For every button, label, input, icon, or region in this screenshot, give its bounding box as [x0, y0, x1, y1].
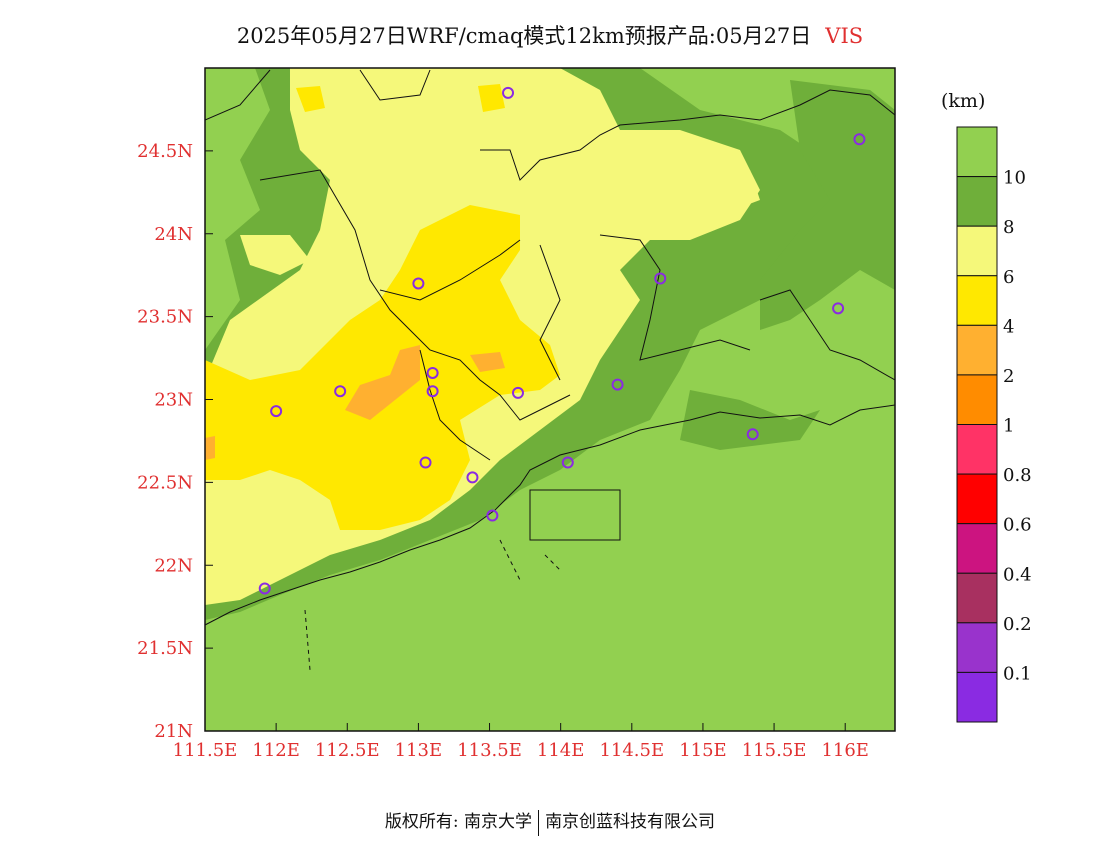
map-title: 2025年05月27日WRF/cmaq模式12km预报产品:05月27日 VIS: [0, 20, 1100, 50]
lat-tick-label: 21.5N: [137, 638, 193, 659]
lon-tick-label: 115E: [679, 740, 727, 761]
colorbar-swatch: [956, 176, 998, 227]
boundaries: [205, 69, 895, 671]
field-yellow-patch-n: [296, 86, 325, 112]
field-orange-3: [205, 436, 215, 460]
lon-tick-label: 114.5E: [599, 740, 664, 761]
station-markers: [258, 86, 866, 595]
colorbar-level-label: 0.2: [1003, 614, 1032, 635]
station-marker: [853, 133, 866, 146]
islands: [304, 539, 561, 671]
colorbar-level-label: 0.4: [1003, 564, 1032, 585]
colorbar-unit: (km): [941, 90, 986, 112]
colorbar-level-label: 10: [1003, 168, 1026, 189]
field-light-yellow-patch-ne: [600, 150, 760, 220]
station-marker: [486, 509, 499, 522]
station-marker: [270, 405, 283, 418]
station-marker: [258, 582, 271, 595]
station-marker: [334, 385, 347, 398]
field-dark-green-east: [760, 80, 895, 330]
colorbar-level-label: 0.1: [1003, 663, 1032, 684]
lon-tick-label: 113.5E: [457, 740, 522, 761]
lat-tick-label: 24.5N: [137, 141, 193, 162]
field-light-yellow-patch-w: [240, 235, 310, 275]
title-variable: VIS: [825, 24, 864, 48]
latitude-axis: 24.5N 24N 23.5N 23N 22.5N 22N 21.5N 21N: [137, 141, 213, 742]
lat-tick-label: 24N: [154, 224, 193, 245]
colorbar-swatch: [956, 424, 998, 475]
footer-right: 南京创蓝科技有限公司: [545, 812, 716, 832]
station-marker: [412, 277, 425, 290]
colorbar: 10 8 6 4 2 1 0.8 0.6 0.4 0.2 0.1: [956, 126, 1032, 723]
field-orange-1: [345, 345, 420, 420]
colorbar-level-label: 2: [1003, 366, 1014, 387]
colorbar-swatch: [956, 275, 998, 326]
colorbar-level-label: 8: [1003, 217, 1014, 238]
station-marker: [561, 456, 574, 469]
station-marker: [611, 378, 624, 391]
field-yellow-patch-n2: [478, 84, 505, 112]
station-marker: [466, 471, 479, 484]
colorbar-swatch: [956, 622, 998, 673]
station-marker: [426, 385, 439, 398]
lat-tick-label: 23.5N: [137, 307, 193, 328]
colorbar-swatch: [956, 324, 998, 376]
title-text: 2025年05月27日WRF/cmaq模式12km预报产品:05月27日: [236, 24, 812, 48]
station-marker: [419, 456, 432, 469]
colorbar-swatch: [956, 671, 998, 723]
lat-tick-label: 22N: [154, 555, 193, 576]
colorbar-level-label: 0.6: [1003, 515, 1032, 536]
colorbar-swatch: [956, 374, 998, 425]
colorbar-swatch: [956, 225, 998, 277]
lon-tick-label: 112.5E: [315, 740, 380, 761]
peninsula-outline: [529, 489, 621, 541]
visibility-field: [205, 68, 895, 731]
field-orange-2: [470, 352, 505, 372]
station-marker: [832, 302, 845, 315]
lon-tick-label: 111.5E: [173, 740, 238, 761]
lon-tick-label: 114E: [537, 740, 585, 761]
footer-separator: [538, 809, 540, 836]
station-marker: [654, 272, 667, 285]
province-boundary-north: [205, 69, 895, 181]
colorbar-level-label: 1: [1003, 416, 1014, 437]
field-yellow: [205, 205, 560, 530]
field-dark-green-coast: [680, 390, 820, 450]
colorbar-level-label: 4: [1003, 316, 1014, 337]
lat-tick-label: 23N: [154, 390, 193, 411]
colorbar-level-label: 6: [1003, 267, 1014, 288]
lon-tick-label: 112E: [252, 740, 300, 761]
footer-credits: 版权所有: 南京大学 南京创蓝科技有限公司: [0, 807, 1100, 836]
province-boundary-inner: [259, 169, 895, 461]
colorbar-swatch: [956, 126, 998, 178]
lon-tick-label: 116E: [821, 740, 869, 761]
lon-tick-label: 115.5E: [742, 740, 807, 761]
station-marker: [426, 366, 439, 379]
longitude-axis: 111.5E 112E 112.5E 113E 113.5E 114E 114.5E 115E…: [173, 723, 869, 761]
colorbar-swatch: [956, 572, 998, 624]
lat-tick-label: 22.5N: [137, 472, 193, 493]
station-marker: [502, 86, 515, 99]
lon-tick-label: 113E: [395, 740, 443, 761]
station-marker: [511, 386, 524, 399]
colorbar-level-label: 0.8: [1003, 465, 1032, 486]
footer-left: 版权所有: 南京大学: [384, 812, 533, 832]
lat-tick-label: 21N: [154, 721, 193, 742]
colorbar-swatch: [956, 523, 998, 574]
station-marker: [746, 428, 759, 441]
coastline: [205, 404, 895, 626]
colorbar-swatch: [956, 473, 998, 525]
